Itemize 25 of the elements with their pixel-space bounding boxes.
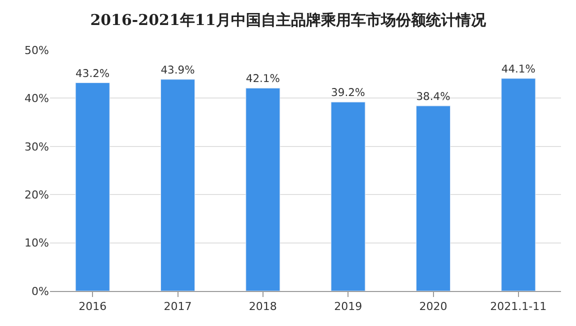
y-tick-label: 30% [24,140,49,154]
chart-title: 2016-2021年11月中国自主品牌乘用车市场份额统计情况 [90,11,487,30]
data-label: 38.4% [416,90,450,103]
bar [160,79,196,291]
x-tick-label: 2016 [78,300,107,314]
y-tick-label: 10% [24,236,49,250]
data-label: 42.1% [246,72,280,86]
bar [330,102,366,291]
y-tick-label: 50% [24,44,49,57]
y-tick-label: 0% [32,284,49,298]
x-tick-label: 2020 [419,300,448,314]
x-tick-label: 2021.1-11 [490,300,547,314]
bar [75,82,110,291]
x-tick-label: 2017 [164,300,192,314]
data-label: 39.2% [331,86,366,100]
y-tick-label: 40% [24,92,49,106]
bar [501,78,536,291]
y-tick-label: 20% [24,188,49,202]
data-label: 43.2% [76,66,110,80]
x-tick-label: 2018 [248,300,277,314]
bar [246,88,280,291]
data-label: 44.1% [501,62,536,76]
x-tick-label: 2019 [334,300,362,314]
bar [416,106,451,291]
data-label: 43.9% [160,63,195,76]
